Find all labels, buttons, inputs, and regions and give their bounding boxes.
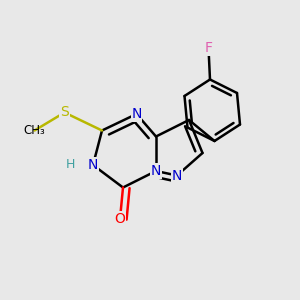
Text: N: N — [151, 164, 161, 178]
Text: N: N — [131, 107, 142, 121]
Text: H: H — [66, 158, 75, 172]
Text: CH₃: CH₃ — [24, 124, 45, 137]
Text: N: N — [88, 158, 98, 172]
Text: S: S — [60, 106, 69, 119]
Text: N: N — [172, 169, 182, 182]
Text: O: O — [115, 212, 125, 226]
Text: F: F — [205, 41, 212, 55]
